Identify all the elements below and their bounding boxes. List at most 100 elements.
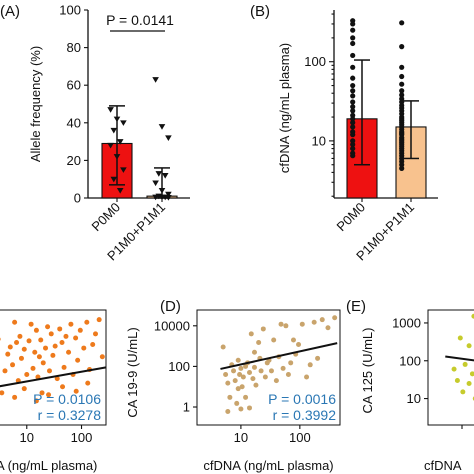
x-tick-label-b-0: P0M0 — [333, 200, 368, 235]
point-c — [0, 337, 1, 341]
point-c — [21, 386, 27, 392]
point-b-0 — [350, 132, 356, 138]
point-c — [84, 319, 90, 325]
panel-label-e: (E) — [346, 298, 366, 315]
point-c — [12, 394, 18, 400]
point-a-1 — [165, 194, 172, 201]
point-c — [57, 326, 63, 332]
y-axis-label-a: Allele frequency (%) — [28, 46, 43, 162]
point-c — [21, 346, 27, 352]
point-c — [73, 335, 79, 341]
point-c — [99, 354, 105, 360]
y-tick-label-e: 100 — [399, 353, 421, 368]
point-c — [17, 333, 23, 339]
point-e — [466, 343, 472, 349]
y-tick-label-a: 40 — [67, 115, 81, 130]
point-c — [92, 331, 98, 337]
point-c — [2, 368, 8, 374]
point-d — [278, 321, 284, 327]
point-d — [256, 340, 262, 346]
point-b-1 — [399, 44, 405, 50]
point-d — [307, 362, 313, 368]
panel-label-a: (A) — [0, 3, 20, 20]
x-tick-label-d: 10 — [234, 430, 248, 445]
point-d — [299, 321, 305, 327]
point-d — [258, 368, 264, 374]
point-d — [283, 323, 289, 329]
point-b-0 — [350, 108, 356, 114]
point-c — [32, 349, 38, 355]
point-d — [235, 386, 241, 392]
point-a-0 — [120, 120, 127, 126]
point-b-0 — [350, 35, 356, 41]
x-tick-label-c: 100 — [71, 430, 93, 445]
point-c — [77, 327, 83, 333]
p-value-a: P = 0.0141 — [106, 12, 174, 28]
point-a-0 — [107, 142, 114, 149]
point-d — [271, 337, 277, 343]
point-b-0 — [350, 40, 356, 47]
point-b-1 — [399, 73, 405, 80]
y-tick-label-a: 80 — [67, 40, 81, 55]
y-tick-label-d: 10000 — [154, 318, 190, 333]
point-c — [50, 352, 56, 358]
point-c — [66, 349, 72, 355]
point-c — [60, 384, 66, 390]
point-d — [315, 355, 321, 361]
p-value-c: P = 0.0106 — [33, 391, 101, 407]
point-d — [260, 326, 266, 332]
point-c — [59, 340, 65, 346]
point-d — [238, 406, 244, 412]
y-tick-label-b: 10 — [312, 133, 326, 148]
point-d — [251, 364, 257, 370]
point-b-0 — [350, 141, 356, 148]
y-axis-label-e: CA 125 (U/mL) — [360, 328, 375, 414]
point-b-1 — [399, 92, 405, 98]
point-c — [46, 392, 52, 398]
plot-frame-d — [196, 309, 341, 426]
point-d — [273, 378, 279, 384]
point-d — [232, 378, 238, 384]
point-a-1 — [165, 191, 172, 198]
x-axis-label-d: cfDNA (ng/mL plasma) — [203, 458, 333, 473]
point-c — [63, 333, 69, 339]
point-c — [38, 337, 44, 343]
point-b-0 — [350, 52, 356, 59]
point-c — [5, 351, 11, 357]
point-b-0 — [350, 64, 356, 70]
point-d — [225, 380, 231, 386]
point-d — [253, 382, 259, 388]
point-c — [96, 317, 102, 323]
y-axis-label-d: CA 19-9 (U/mL) — [125, 327, 140, 417]
point-a-0 — [116, 139, 124, 145]
point-d — [231, 368, 237, 374]
point-b-0 — [350, 27, 356, 33]
point-d — [325, 325, 331, 331]
point-c — [61, 364, 67, 370]
point-a-0 — [110, 127, 118, 134]
point-b-0 — [350, 138, 356, 144]
point-d — [288, 360, 294, 366]
point-b-0 — [350, 120, 356, 126]
plot-frame-e — [427, 309, 474, 426]
point-d — [296, 341, 302, 347]
point-d — [251, 349, 257, 355]
point-c — [7, 344, 13, 350]
point-d — [243, 394, 249, 400]
point-c — [18, 355, 24, 361]
point-d — [304, 374, 310, 380]
point-d — [223, 371, 229, 377]
point-b-0 — [350, 104, 356, 110]
point-e — [457, 335, 463, 341]
point-a-0 — [107, 107, 114, 113]
point-c — [12, 319, 18, 325]
point-d — [319, 317, 325, 323]
point-c — [68, 321, 74, 327]
point-e — [469, 371, 474, 377]
point-d — [311, 319, 317, 325]
point-b-0 — [350, 116, 356, 122]
point-c — [46, 368, 52, 374]
point-b-1 — [399, 165, 405, 171]
